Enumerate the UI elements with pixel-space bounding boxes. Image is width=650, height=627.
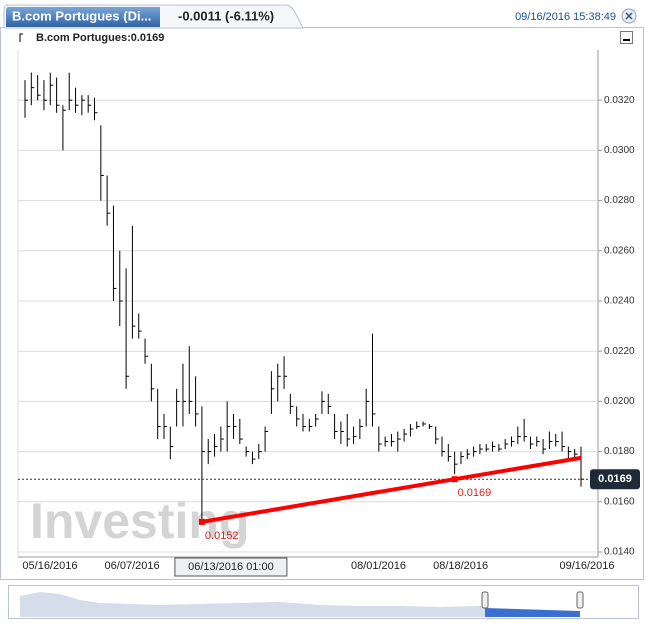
trendline-anchor	[198, 518, 205, 525]
y-tick-label: 0.0200	[604, 396, 635, 407]
close-icon	[625, 12, 633, 20]
last-price-box	[590, 469, 640, 490]
x-tick-label: 08/01/2016	[351, 560, 406, 572]
trendline-label: 0.0169	[458, 487, 492, 499]
trendline	[201, 455, 582, 524]
y-tick-label: 0.0180	[604, 446, 635, 457]
x-tick-label: 05/16/2016	[22, 560, 77, 572]
minimize-button[interactable]	[620, 31, 633, 44]
crosshair-label: 06/13/2016 01:00	[188, 561, 274, 573]
y-tick-label: 0.0260	[604, 245, 635, 256]
x-tick-label: 09/16/2016	[559, 560, 614, 572]
legend: B.com Portugues:0.0169	[36, 32, 164, 44]
navigator-handle[interactable]	[481, 591, 489, 609]
x-tick-label: 06/07/2016	[105, 560, 160, 572]
navigator-area	[20, 592, 485, 617]
last-price-label: 0.0169	[598, 473, 632, 485]
instrument: B.com Portugues (Di...	[12, 8, 151, 23]
y-tick-label: 0.0220	[604, 346, 635, 357]
trendline-anchor	[451, 476, 458, 483]
y-tick-label: 0.0300	[604, 145, 635, 156]
change: -0.0011 (-6.11%)	[178, 8, 274, 23]
timestamp: 09/16/2016 15:38:49	[515, 11, 616, 23]
trendline-label: 0.0152	[205, 530, 239, 542]
y-tick-label: 0.0280	[604, 195, 635, 206]
y-tick-label: 0.0320	[604, 95, 635, 106]
navigator-selection	[485, 608, 580, 617]
navigator-handle[interactable]	[576, 591, 584, 609]
x-tick-label: 08/18/2016	[433, 560, 488, 572]
y-tick-label: 0.0140	[604, 547, 635, 558]
tab-title-bg	[6, 7, 160, 27]
legend-icon	[19, 33, 23, 42]
y-tick-label: 0.0240	[604, 296, 635, 307]
frame	[0, 27, 644, 580]
y-tick-label: 0.0160	[604, 496, 635, 507]
crosshair-box	[174, 557, 288, 577]
